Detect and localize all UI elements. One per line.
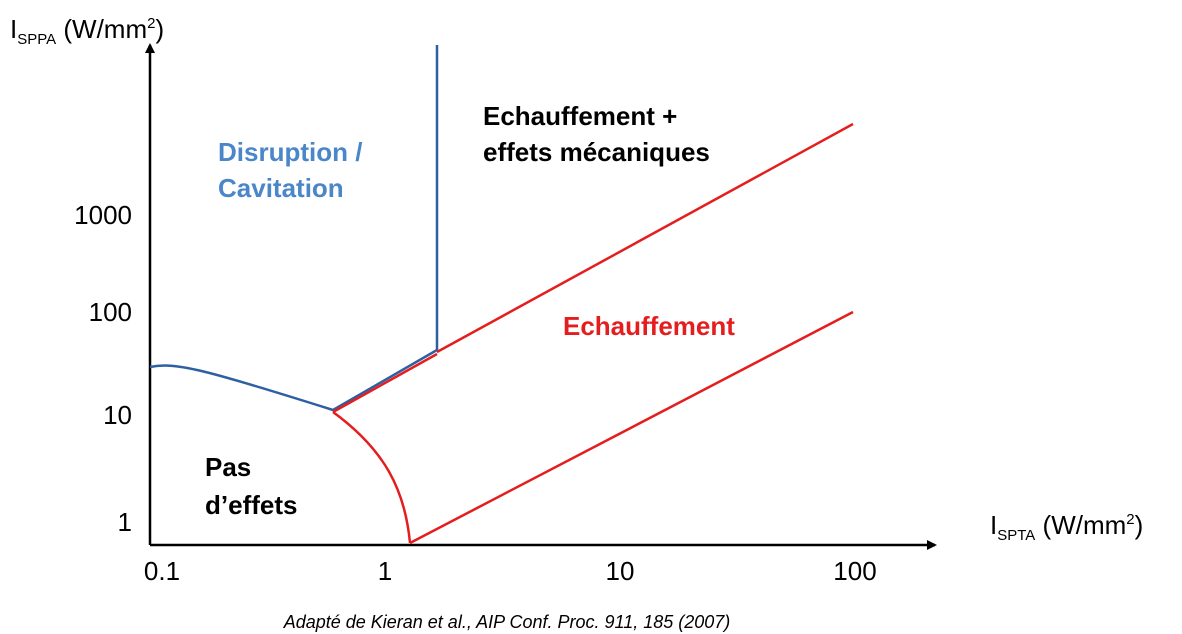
y-tick-label: 100 xyxy=(89,297,132,327)
y-axis-title: ISPPA (W/mm2) xyxy=(10,14,164,48)
heating-boundary-upper xyxy=(436,122,854,354)
heating-boundary xyxy=(332,352,438,414)
cavitation-boundary xyxy=(149,45,439,412)
x-axis-title: ISPTA (W/mm2) xyxy=(990,510,1143,544)
caption: Adapté de Kieran et al., AIP Conf. Proc.… xyxy=(283,612,731,632)
region-label: Echauffement xyxy=(563,311,735,341)
x-tick-label: 10 xyxy=(606,556,635,586)
heating-boundary-lower xyxy=(409,310,854,545)
no-effect-boundary xyxy=(332,410,412,544)
x-tick-label: 0.1 xyxy=(144,556,180,586)
region-label: effets mécaniques xyxy=(483,137,710,167)
y-tick-label: 1000 xyxy=(74,200,132,230)
region-label: Echauffement + xyxy=(483,101,677,131)
region-label: Cavitation xyxy=(218,173,344,203)
region-label: Disruption / xyxy=(218,137,362,167)
region-label: d’effets xyxy=(205,490,297,520)
y-tick-label: 10 xyxy=(103,400,132,430)
x-tick-label: 100 xyxy=(833,556,876,586)
y-tick-label: 1 xyxy=(118,507,132,537)
x-tick-label: 1 xyxy=(378,556,392,586)
region-label: Pas xyxy=(205,452,251,482)
